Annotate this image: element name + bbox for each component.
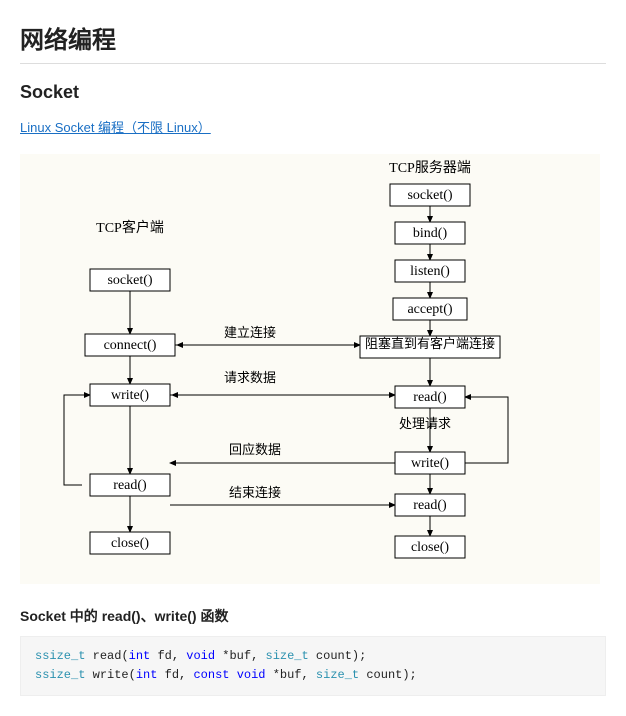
node-label-s_block: 阻塞直到有客户端连接: [365, 336, 495, 351]
node-label-s_accept: accept(): [407, 302, 452, 317]
divider: [20, 63, 606, 64]
node-label-s_close: close(): [411, 540, 449, 555]
section-heading: Socket: [20, 82, 606, 103]
socket-link[interactable]: Linux Socket 编程（不限 Linux）: [20, 117, 606, 136]
node-label-c_write: write(): [111, 388, 149, 403]
server_title: TCP服务器端: [389, 160, 471, 176]
node-label-c_close: close(): [111, 536, 149, 551]
node-label-c_connect: connect(): [104, 338, 157, 353]
edge-label: 结束连接: [229, 485, 281, 500]
node-label-c_read: read(): [113, 478, 147, 493]
node-label-s_socket: socket(): [407, 188, 452, 203]
edge-label: 请求数据: [224, 370, 276, 385]
node-label-s_listen: listen(): [410, 264, 450, 279]
node-label-s_read1: read(): [413, 390, 447, 405]
node-label-s_bind: bind(): [413, 226, 448, 241]
node-label-c_socket: socket(): [107, 273, 152, 288]
page-title: 网络编程: [20, 20, 606, 55]
client_title: TCP客户端: [96, 219, 164, 236]
edge-label: 回应数据: [229, 442, 281, 457]
node-label-s_write: write(): [411, 456, 449, 471]
flowchart: TCP服务器端 TCP客户端建立连接请求数据回应数据结束连接 处理请求 socket(…: [20, 154, 606, 584]
code-block: ssize_t read(int fd, void *buf, size_t c…: [20, 636, 606, 696]
section2-heading: Socket 中的 read()、write() 函数: [20, 606, 606, 626]
edge-label: 建立连接: [224, 325, 276, 340]
edge-label: 处理请求: [399, 416, 451, 431]
node-label-s_read2: read(): [413, 498, 447, 513]
